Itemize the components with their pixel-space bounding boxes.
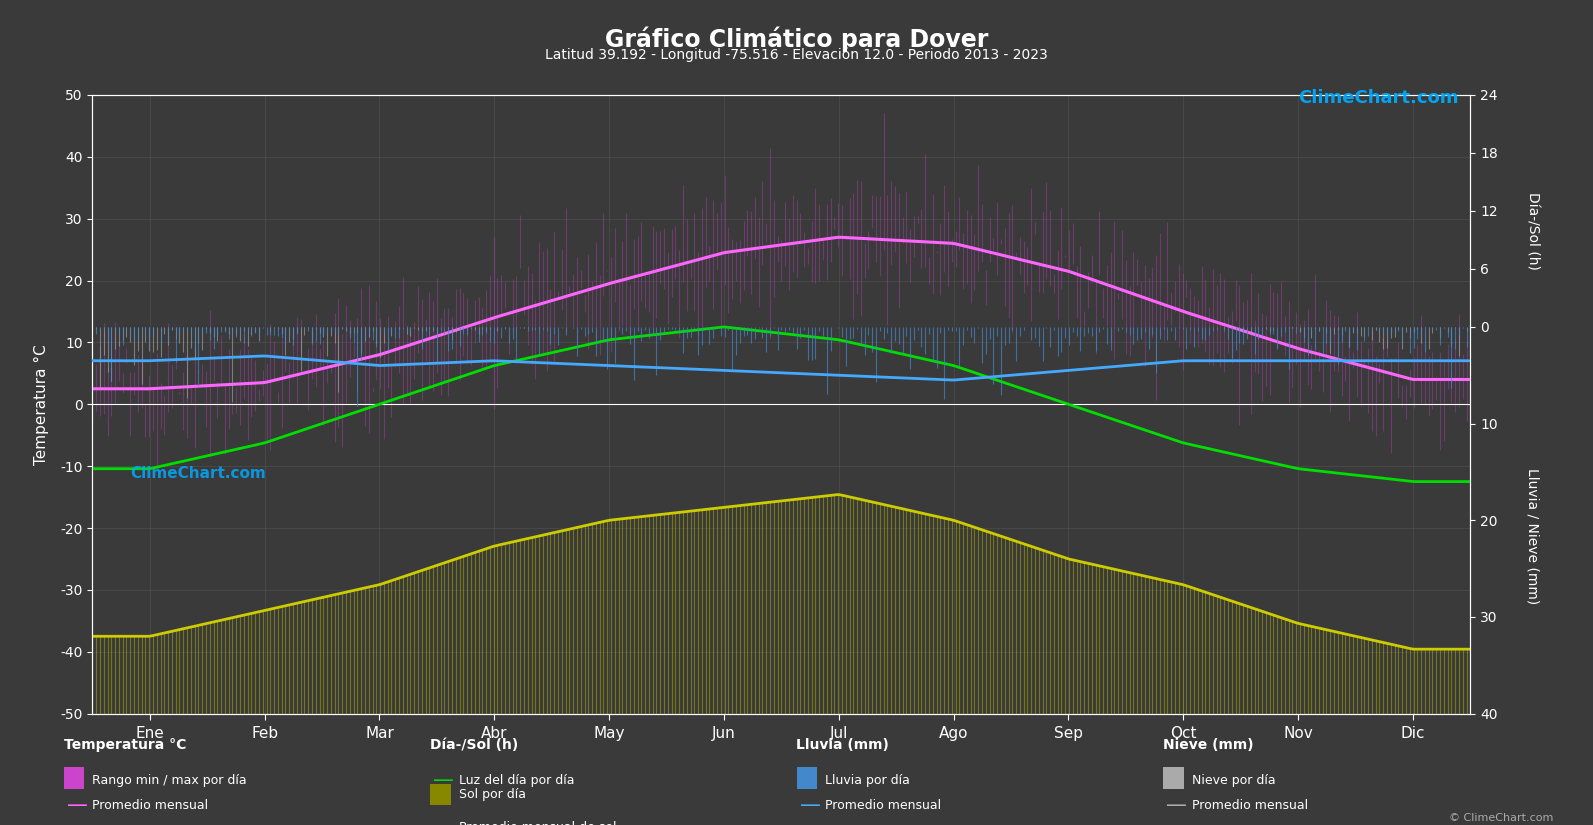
Text: Gráfico Climático para Dover: Gráfico Climático para Dover xyxy=(605,26,988,52)
Text: Nieve (mm): Nieve (mm) xyxy=(1163,738,1254,752)
Text: Promedio mensual: Promedio mensual xyxy=(825,799,941,812)
Text: Día-/Sol (h): Día-/Sol (h) xyxy=(430,738,518,752)
Text: —: — xyxy=(800,795,820,815)
Text: Lluvia (mm): Lluvia (mm) xyxy=(796,738,889,752)
Text: Promedio mensual de sol: Promedio mensual de sol xyxy=(459,821,616,825)
Text: Promedio mensual: Promedio mensual xyxy=(1192,799,1308,812)
Text: —: — xyxy=(1166,795,1187,815)
Text: Rango min / max por día: Rango min / max por día xyxy=(92,774,247,787)
Text: Lluvia / Nieve (mm): Lluvia / Nieve (mm) xyxy=(1526,468,1539,605)
Text: ClimeChart.com: ClimeChart.com xyxy=(131,466,266,482)
Y-axis label: Temperatura °C: Temperatura °C xyxy=(33,344,49,464)
Text: —: — xyxy=(433,818,454,825)
Text: Lluvia por día: Lluvia por día xyxy=(825,774,910,787)
Text: Promedio mensual: Promedio mensual xyxy=(92,799,209,812)
Text: Latitud 39.192 - Longitud -75.516 - Elevación 12.0 - Periodo 2013 - 2023: Latitud 39.192 - Longitud -75.516 - Elev… xyxy=(545,48,1048,63)
Text: —: — xyxy=(433,771,454,790)
Text: ClimeChart.com: ClimeChart.com xyxy=(1298,89,1459,107)
Text: Día-/Sol (h): Día-/Sol (h) xyxy=(1526,192,1539,270)
Text: © ClimeChart.com: © ClimeChart.com xyxy=(1448,813,1553,823)
Text: Luz del día por día: Luz del día por día xyxy=(459,774,575,787)
Text: Temperatura °C: Temperatura °C xyxy=(64,738,186,752)
Text: Sol por día: Sol por día xyxy=(459,788,526,801)
Text: Nieve por día: Nieve por día xyxy=(1192,774,1274,787)
Text: —: — xyxy=(67,795,88,815)
